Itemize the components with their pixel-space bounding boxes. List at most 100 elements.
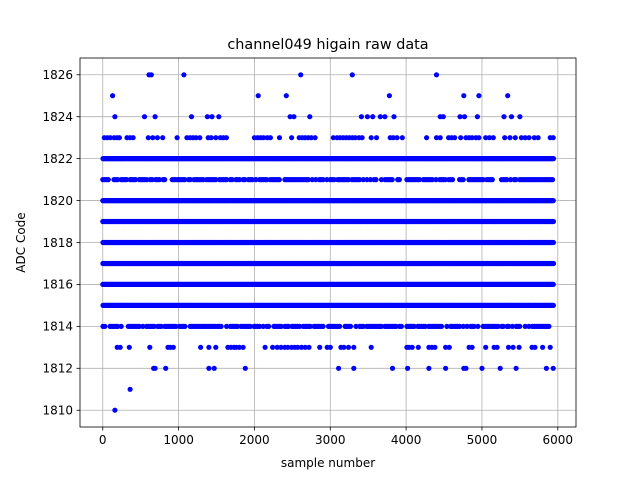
data-point [405,365,411,371]
data-point [236,177,243,183]
data-point [336,365,342,371]
data-point [433,135,440,141]
data-point [236,344,242,350]
data-point [461,114,468,120]
data-point [242,365,248,371]
data-point [224,177,230,183]
data-point [497,365,503,371]
data-point [341,344,347,350]
data-point [209,114,215,120]
data-point [409,344,415,350]
data-point [373,177,379,183]
data-point [457,114,463,120]
data-point [446,344,452,350]
y-tick-label: 1818 [42,236,73,250]
data-point [502,135,508,141]
data-point [285,323,292,329]
data-point [266,323,272,329]
data-point [151,323,157,329]
data-point [229,177,235,183]
data-point [107,135,113,141]
data-point [505,344,512,350]
data-point [223,135,229,141]
data-point [136,323,142,329]
chart-title: channel049 higain raw data [227,37,428,53]
data-point [213,344,219,350]
data-point [389,177,395,183]
data-point [327,344,333,350]
data-point [211,365,217,371]
data-point [347,323,354,329]
x-tick-label: 6000 [543,433,574,447]
data-point [475,323,481,329]
data-point [489,177,495,183]
data-point [158,323,164,329]
data-point [474,114,480,120]
data-point [432,344,438,350]
data-point [550,198,556,204]
data-point [102,323,108,329]
data-point [512,135,518,141]
data-point [479,365,485,371]
data-point [390,135,396,141]
data-point [396,177,402,183]
data-point [517,323,523,329]
x-tick-label: 1000 [163,433,194,447]
data-point [242,177,248,183]
data-point [115,323,121,329]
data-point [389,365,396,371]
x-tick-label: 5000 [467,433,498,447]
data-point [278,323,284,329]
y-tick-label: 1822 [42,152,73,166]
data-point [452,135,458,141]
data-point [550,156,557,162]
data-point [358,114,364,120]
y-tick-label: 1812 [42,362,73,376]
data-point [351,365,357,371]
data-point [287,114,293,120]
data-point [182,177,188,183]
data-point [373,135,380,141]
data-point [154,135,160,141]
x-axis-ticks: 0 1000 2000 3000 4000 5000 6000 [99,427,573,447]
data-point [162,177,168,183]
data-point [476,93,482,99]
data-point [440,114,446,120]
y-tick-label: 1824 [42,110,73,124]
data-point [522,135,528,141]
data-point [490,135,496,141]
data-point [531,135,537,141]
data-point [513,177,519,183]
data-point [547,344,553,350]
data-point [476,135,482,141]
data-point [550,302,557,308]
data-point [522,323,528,329]
data-point [550,135,556,141]
data-point [330,135,336,141]
data-point [124,177,130,183]
data-point [504,177,510,183]
data-point [206,365,212,371]
data-point [260,135,267,141]
data-point [360,177,366,183]
data-point [305,177,311,183]
data-point [309,177,315,183]
x-tick-label: 4000 [391,433,422,447]
data-point [145,135,151,141]
data-point [416,177,423,183]
data-point [507,135,513,141]
data-point [278,344,284,350]
x-axis-label: sample number [281,456,375,470]
data-point [429,177,435,183]
data-point [193,135,199,141]
data-point [187,177,193,183]
data-point [460,177,466,183]
data-point [471,323,477,329]
y-tick-label: 1810 [42,404,73,418]
data-point [550,239,557,246]
data-point [345,344,352,350]
data-point [181,72,187,78]
data-point [433,177,439,183]
data-point [367,177,374,183]
